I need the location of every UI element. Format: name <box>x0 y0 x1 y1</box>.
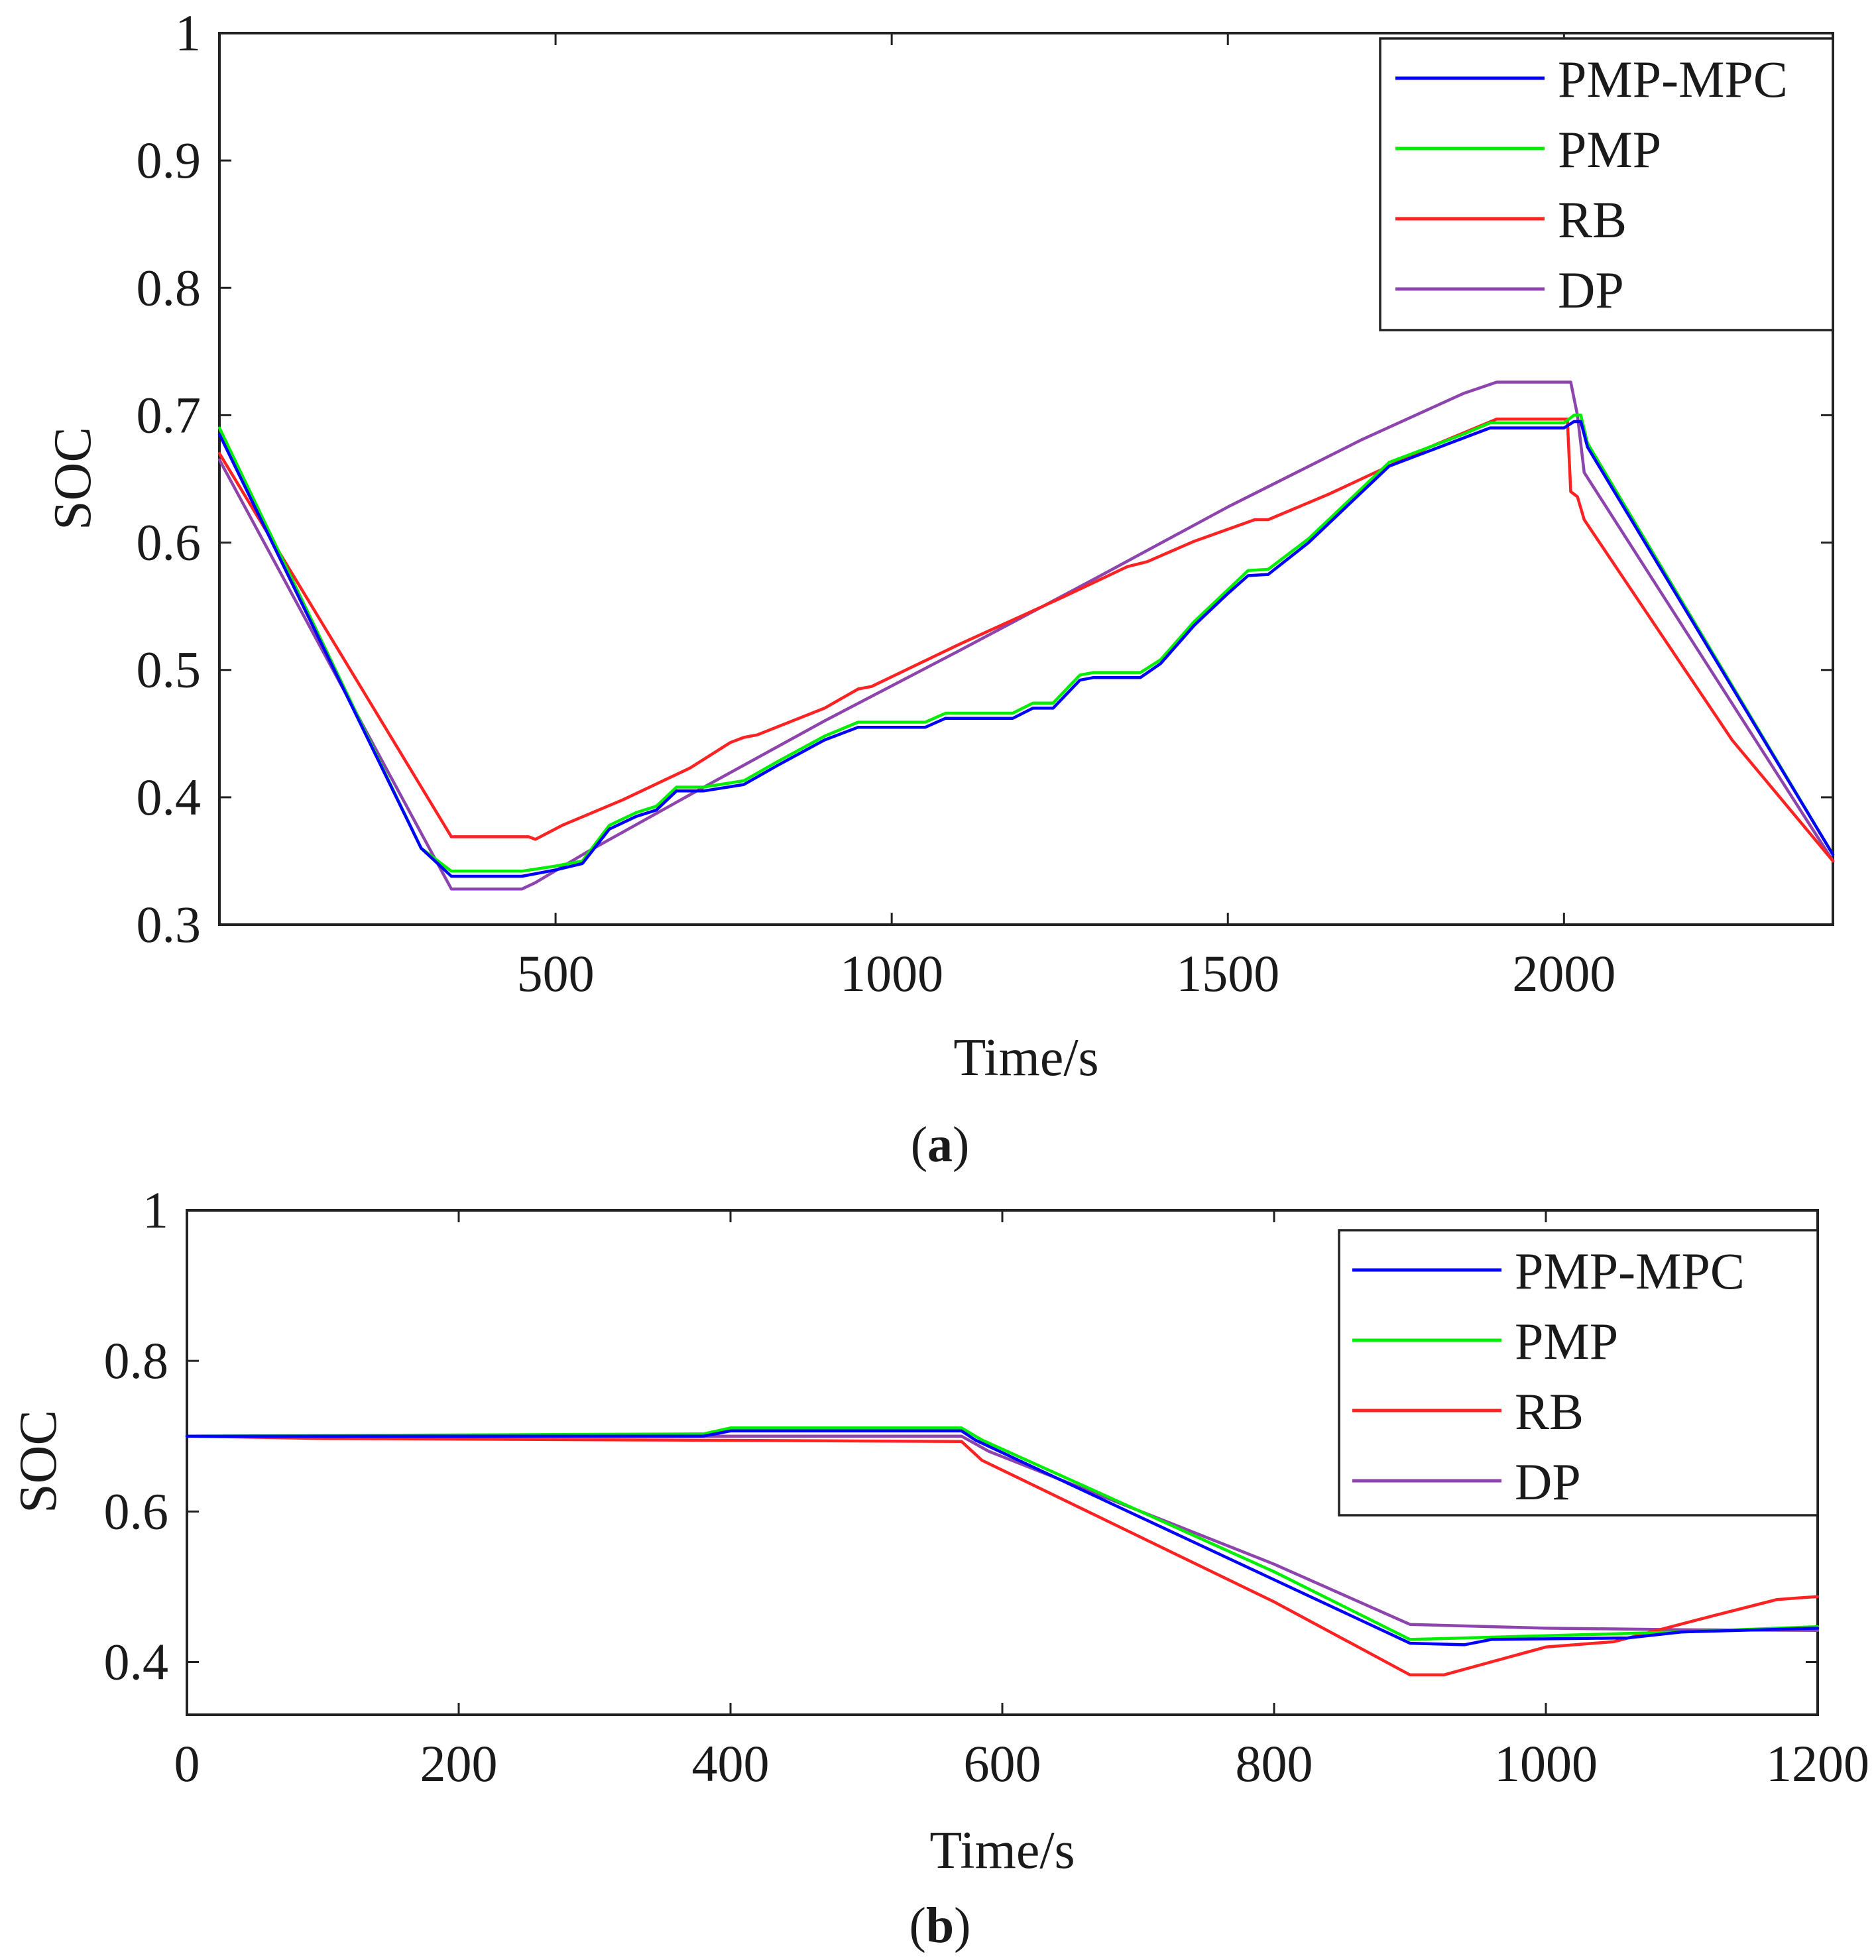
chart-a-caption-open: ( <box>911 1117 927 1173</box>
chart-a-y-axis-label: SOC <box>44 427 102 530</box>
chart-a-series-pmp-mpc <box>217 420 1835 878</box>
chart-b-x-tick-label: 1200 <box>1766 1735 1869 1792</box>
svg-text:(b): (b) <box>909 1898 971 1953</box>
chart-a-y-tick-label: 0.3 <box>137 895 202 953</box>
chart-b-caption-close: ) <box>954 1898 970 1953</box>
chart-a-y-tick-label: 0.9 <box>137 131 202 189</box>
chart-b-x-ticks: 0 200 400 600 800 1000 1200 <box>174 1210 1869 1792</box>
chart-b-legend-label-pmp-mpc: PMP-MPC <box>1515 1242 1745 1300</box>
chart-a-legend-label-rb: RB <box>1558 191 1627 249</box>
chart-b-x-tick-label: 400 <box>692 1735 770 1792</box>
chart-b-x-axis-label: Time/s <box>929 1821 1075 1880</box>
chart-a-x-tick-label: 1000 <box>840 945 943 1002</box>
chart-b-series-rb <box>185 1434 1820 1677</box>
chart-a-x-tick-label: 2000 <box>1512 945 1615 1002</box>
chart-a-frame <box>218 32 1834 926</box>
chart-b: 0 200 400 600 800 1000 1200 0.40.60.81 Time/s … <box>9 1181 1869 1953</box>
chart-b-caption: (b) <box>909 1898 971 1953</box>
chart-a-plot-area: 500 1000 1500 2000 0.3 0.4 0.5 0.6 0.7 0.8 0.9 1 <box>137 4 1835 1002</box>
chart-a-legend-label-pmp-mpc: PMP-MPC <box>1558 50 1788 108</box>
chart-a-y-tick-label: 1 <box>175 4 201 62</box>
chart-a-series-pmp <box>217 414 1835 873</box>
chart-a-x-tick-label: 1500 <box>1176 945 1279 1002</box>
svg-text:(a): (a) <box>911 1117 970 1173</box>
chart-a-caption: (a) <box>911 1117 970 1173</box>
chart-b-legend-label-pmp: PMP <box>1515 1312 1618 1370</box>
chart-b-x-tick-label: 0 <box>174 1735 200 1792</box>
chart-b-plot-area: 0 200 400 600 800 1000 1200 0.4 0.6 0.8 1 <box>104 1181 1870 1792</box>
chart-a-caption-close: ) <box>953 1117 969 1173</box>
chart-b-y-tick-label: 0.8 <box>104 1332 169 1389</box>
chart-a-legend-label-dp: DP <box>1558 261 1624 319</box>
chart-b-series-pmp-mpc <box>185 1429 1820 1646</box>
chart-b-x-tick-label: 200 <box>420 1735 498 1792</box>
chart-a-series <box>217 380 1835 891</box>
chart-b-legend-box <box>1338 1229 1819 1517</box>
chart-a-y-tick-label: 0.4 <box>137 768 202 826</box>
chart-a-y-tick-label: 0.8 <box>137 259 202 316</box>
chart-a-y-ticks: 0.3 0.4 0.5 0.6 0.7 0.8 0.9 1 <box>137 4 1833 953</box>
chart-b-series-pmp <box>185 1426 1820 1641</box>
chart-b-legend-label-dp: DP <box>1515 1453 1581 1511</box>
chart-b-y-axis-label: SOC <box>9 1410 68 1513</box>
chart-b-y-tick-label: 1 <box>143 1181 168 1239</box>
chart-a-series-dp <box>217 380 1835 891</box>
chart-b-x-tick-label: 600 <box>964 1735 1041 1792</box>
chart-a-y-tick-label: 0.6 <box>137 514 202 571</box>
chart-a-y-tick-label: 0.5 <box>137 641 202 699</box>
chart-b-caption-letter: b <box>926 1898 954 1953</box>
chart-a-x-tick-label: 500 <box>517 945 595 1002</box>
chart-b-x-tick-label: 800 <box>1236 1735 1313 1792</box>
chart-b-legend-label-rb: RB <box>1515 1383 1584 1440</box>
chart-b-series <box>185 1426 1820 1677</box>
chart-b-y-tick-label: 0.4 <box>104 1633 169 1690</box>
chart-b-y-ticks: 0.4 0.6 0.8 1 <box>104 1181 1818 1690</box>
chart-a-legend-label-pmp: PMP <box>1558 121 1661 178</box>
chart-a-x-ticks: 500 1000 1500 2000 <box>517 33 1615 1002</box>
chart-a-legend-box <box>1379 37 1834 331</box>
chart-a-caption-letter: a <box>927 1117 953 1173</box>
chart-b-y-tick-label: 0.6 <box>104 1482 169 1540</box>
chart-a-legend: PMP-MPC PMP RB DP <box>1379 37 1834 331</box>
chart-b-caption-open: ( <box>909 1898 926 1953</box>
chart-a-series-rb <box>217 417 1835 863</box>
chart-a-y-tick-label: 0.7 <box>137 386 202 443</box>
chart-a: 500 1000 1500 2000 0.3 0.4 0.5 0.6 0.7 0.8 0.9 1 T… <box>44 4 1835 1173</box>
chart-b-x-tick-label: 1000 <box>1494 1735 1598 1792</box>
chart-a-x-axis-label: Time/s <box>953 1029 1098 1087</box>
chart-b-legend: PMP-MPC PMP RB DP <box>1338 1229 1819 1517</box>
